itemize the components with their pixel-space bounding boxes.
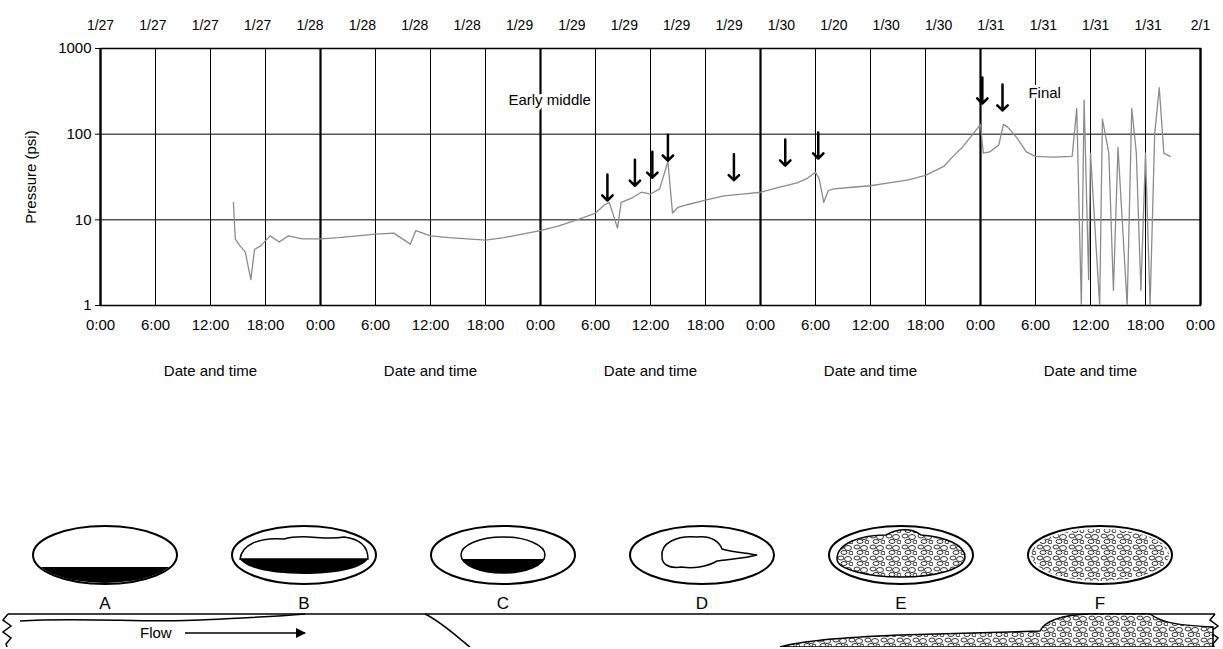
- svg-text:Date and time: Date and time: [164, 362, 257, 379]
- svg-text:1/29: 1/29: [663, 17, 690, 33]
- svg-text:12:00: 12:00: [852, 316, 890, 333]
- svg-text:1/29: 1/29: [558, 17, 585, 33]
- svg-text:1/30: 1/30: [768, 17, 795, 33]
- svg-text:6:00: 6:00: [801, 316, 830, 333]
- svg-text:Date and time: Date and time: [604, 362, 697, 379]
- svg-text:6:00: 6:00: [581, 316, 610, 333]
- svg-text:B: B: [298, 594, 309, 613]
- svg-text:1000: 1000: [58, 39, 91, 56]
- svg-text:1/28: 1/28: [401, 17, 428, 33]
- svg-text:1/29: 1/29: [506, 17, 533, 33]
- svg-text:0:00: 0:00: [86, 316, 115, 333]
- svg-text:10: 10: [75, 211, 92, 228]
- svg-text:18:00: 18:00: [467, 316, 505, 333]
- svg-text:1/27: 1/27: [192, 17, 219, 33]
- svg-text:1/29: 1/29: [611, 17, 638, 33]
- svg-text:6:00: 6:00: [141, 316, 170, 333]
- svg-text:100: 100: [66, 125, 91, 142]
- svg-text:18:00: 18:00: [687, 316, 725, 333]
- svg-text:1: 1: [83, 296, 91, 313]
- svg-text:Early middle: Early middle: [508, 91, 591, 108]
- svg-text:6:00: 6:00: [361, 316, 390, 333]
- svg-text:0:00: 0:00: [526, 316, 555, 333]
- svg-text:1/30: 1/30: [873, 17, 900, 33]
- svg-text:F: F: [1095, 594, 1105, 613]
- svg-text:18:00: 18:00: [907, 316, 945, 333]
- svg-text:18:00: 18:00: [1127, 316, 1165, 333]
- svg-text:Pressure (psi): Pressure (psi): [22, 130, 39, 223]
- svg-text:1/31: 1/31: [977, 17, 1004, 33]
- svg-text:12:00: 12:00: [632, 316, 670, 333]
- svg-text:1/30: 1/30: [925, 17, 952, 33]
- svg-text:0:00: 0:00: [306, 316, 335, 333]
- svg-text:C: C: [497, 594, 509, 613]
- svg-text:2/1: 2/1: [1191, 17, 1211, 33]
- svg-text:1/29: 1/29: [715, 17, 742, 33]
- svg-text:0:00: 0:00: [1186, 316, 1215, 333]
- svg-text:1/27: 1/27: [139, 17, 166, 33]
- svg-text:Date and time: Date and time: [1044, 362, 1137, 379]
- svg-text:A: A: [99, 594, 111, 613]
- svg-text:1/27: 1/27: [244, 17, 271, 33]
- svg-text:Date and time: Date and time: [824, 362, 917, 379]
- svg-text:1/28: 1/28: [296, 17, 323, 33]
- svg-text:Date and time: Date and time: [384, 362, 477, 379]
- svg-text:1/31: 1/31: [1082, 17, 1109, 33]
- svg-text:E: E: [895, 594, 906, 613]
- svg-text:12:00: 12:00: [192, 316, 230, 333]
- svg-text:D: D: [696, 594, 708, 613]
- svg-text:12:00: 12:00: [412, 316, 450, 333]
- svg-text:1/20: 1/20: [820, 17, 847, 33]
- svg-text:1/31: 1/31: [1030, 17, 1057, 33]
- svg-text:6:00: 6:00: [1021, 316, 1050, 333]
- svg-text:Flow: Flow: [140, 624, 172, 641]
- svg-text:1/28: 1/28: [349, 17, 376, 33]
- svg-text:1/31: 1/31: [1134, 17, 1161, 33]
- svg-text:18:00: 18:00: [247, 316, 285, 333]
- svg-text:0:00: 0:00: [746, 316, 775, 333]
- svg-text:Final: Final: [1028, 84, 1061, 101]
- svg-text:1/28: 1/28: [454, 17, 481, 33]
- svg-text:1/27: 1/27: [87, 17, 114, 33]
- svg-text:12:00: 12:00: [1072, 316, 1110, 333]
- svg-text:0:00: 0:00: [966, 316, 995, 333]
